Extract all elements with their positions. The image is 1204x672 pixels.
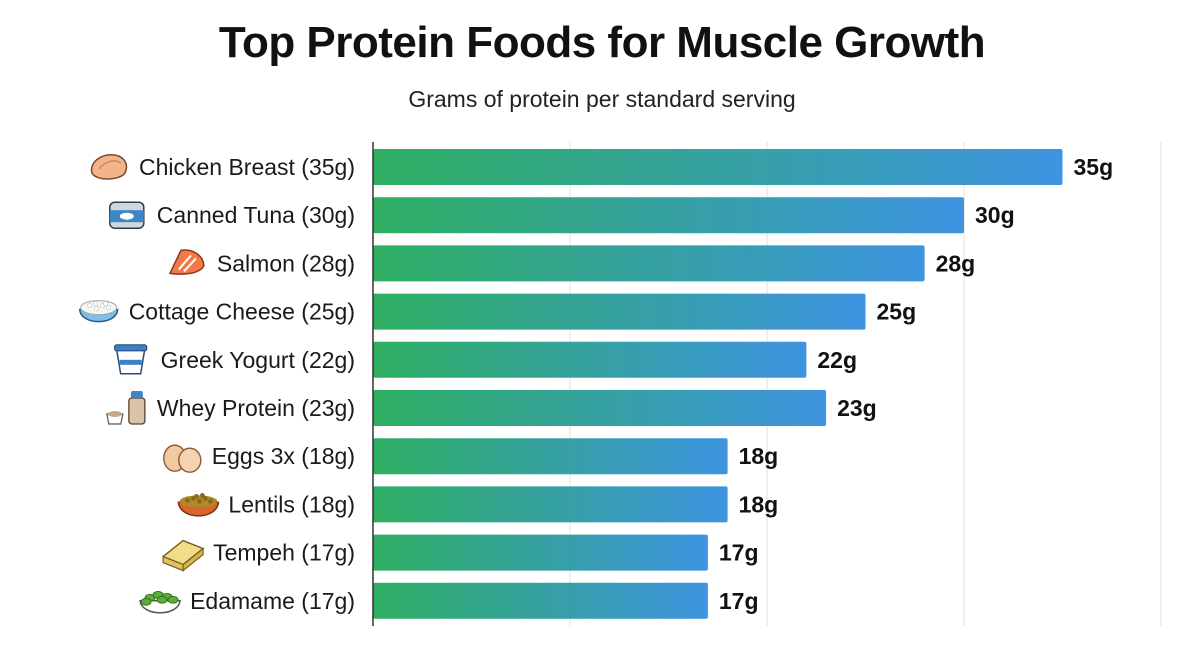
value-label: 17g <box>719 540 759 566</box>
category-label: Chicken Breast (35g) <box>139 154 355 180</box>
category-labels: Chicken Breast (35g) Canned Tuna (30g) Sal… <box>129 154 355 614</box>
category-label: Lentils (18g) <box>228 491 355 517</box>
value-label: 30g <box>975 202 1015 228</box>
bar <box>373 245 925 282</box>
bar <box>373 486 728 523</box>
category-label: Edamame (17g) <box>190 588 355 614</box>
chicken-breast-icon <box>90 154 128 180</box>
bar <box>373 197 964 234</box>
bar <box>373 438 728 475</box>
category-label: Cottage Cheese (25g) <box>129 299 355 325</box>
value-label: 23g <box>837 395 877 421</box>
value-label: 28g <box>936 250 976 276</box>
value-labels: 35g 30g 28g 25g 22g 23g 18g 18g 17g 17g <box>719 154 1113 614</box>
lentils-icon <box>177 493 220 517</box>
bar <box>373 582 708 619</box>
category-label: Salmon (28g) <box>217 250 355 276</box>
value-label: 18g <box>739 443 779 469</box>
value-label: 22g <box>817 347 857 373</box>
category-label: Whey Protein (23g) <box>157 395 355 421</box>
greek-yogurt-icon <box>114 344 148 375</box>
chart-subtitle: Grams of protein per standard serving <box>408 86 796 112</box>
bar <box>373 534 708 571</box>
bar <box>373 293 866 330</box>
edamame-icon <box>139 590 181 614</box>
value-label: 25g <box>877 299 917 325</box>
canned-tuna-icon <box>109 201 145 229</box>
bars <box>373 149 1063 619</box>
food-icons <box>78 154 220 614</box>
tempeh-icon <box>161 539 205 572</box>
whey-protein-icon <box>106 391 146 425</box>
bar <box>373 341 807 378</box>
value-label: 35g <box>1074 154 1114 180</box>
category-label: Canned Tuna (30g) <box>157 202 355 228</box>
chart-title: Top Protein Foods for Muscle Growth <box>218 18 986 67</box>
category-label: Greek Yogurt (22g) <box>161 347 355 373</box>
bar <box>373 390 827 426</box>
category-label: Tempeh (17g) <box>213 540 355 566</box>
value-label: 18g <box>739 491 779 517</box>
cottage-cheese-icon <box>78 300 119 323</box>
category-label: Eggs 3x (18g) <box>212 443 355 469</box>
bar <box>373 149 1063 185</box>
eggs-icon <box>163 444 202 473</box>
salmon-icon <box>168 249 205 275</box>
value-label: 17g <box>719 588 759 614</box>
